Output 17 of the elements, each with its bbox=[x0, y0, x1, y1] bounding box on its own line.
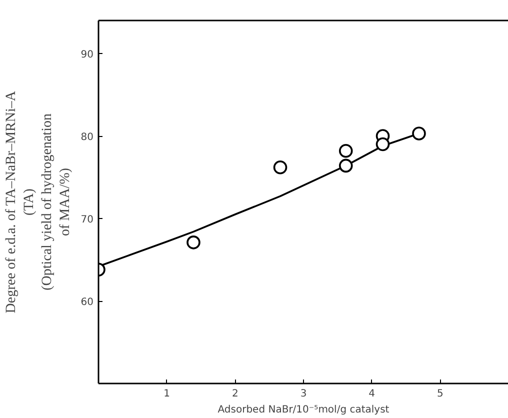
x-axis-title: Adsorbed NaBr/10⁻⁵mol/g catalyst bbox=[218, 404, 390, 416]
x-tick-label: 3 bbox=[300, 388, 307, 400]
y-tick-label: 70 bbox=[80, 214, 94, 226]
y-tick-label: 80 bbox=[80, 132, 94, 143]
y-tick-label: 60 bbox=[80, 297, 94, 308]
x-tick-label: 4 bbox=[368, 388, 376, 400]
point bbox=[376, 137, 390, 152]
point bbox=[412, 126, 426, 140]
y-tick-label: 90 bbox=[80, 50, 94, 60]
point bbox=[338, 158, 353, 173]
point bbox=[186, 236, 200, 250]
x-tick-label: 1 bbox=[164, 388, 170, 400]
point bbox=[273, 160, 288, 174]
point bbox=[338, 144, 353, 158]
x-tick-label: 2 bbox=[232, 388, 238, 400]
x-tick-label: 5 bbox=[436, 388, 444, 400]
y-axis-title: Degree of e.d.a. of TA–NaBr–MRNi–A (TA) (Optical yield of hydrogenation of MAA/%) bbox=[4, 90, 73, 314]
